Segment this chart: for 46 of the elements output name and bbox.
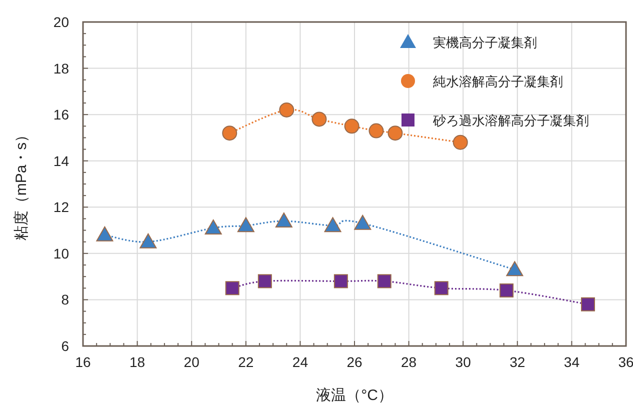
point — [258, 274, 272, 288]
y-tick-label: 20 — [53, 14, 70, 30]
point — [377, 274, 392, 288]
x-tick-label: 32 — [510, 354, 526, 370]
point — [334, 274, 348, 288]
y-tick-label: 10 — [53, 245, 70, 262]
point — [452, 134, 468, 150]
y-tick-label: 16 — [53, 106, 70, 123]
point — [312, 112, 327, 127]
x-tick-label: 24 — [292, 354, 308, 370]
point — [140, 233, 157, 248]
point — [506, 261, 524, 276]
point — [368, 123, 384, 138]
point — [388, 126, 403, 141]
point — [275, 212, 292, 228]
legend-label: 砂ろ過水溶解高分子凝集剤 — [432, 113, 589, 128]
point — [204, 219, 222, 234]
point — [222, 126, 238, 141]
x-tick-label: 26 — [346, 354, 362, 370]
point — [344, 118, 360, 134]
point — [580, 297, 595, 312]
y-axis-title: 粘度（mPa・s） — [13, 127, 30, 241]
y-tick-label: 8 — [61, 292, 70, 308]
x-tick-label: 18 — [130, 354, 146, 370]
point — [237, 217, 254, 232]
y-tick-label: 14 — [53, 152, 70, 169]
legend-label: 純水溶解高分子凝集剤 — [433, 74, 563, 89]
point — [279, 102, 294, 118]
x-tick-label: 20 — [184, 354, 200, 370]
point — [434, 281, 448, 296]
point — [354, 214, 372, 230]
y-tick-label: 12 — [53, 199, 70, 216]
y-tick-label: 6 — [61, 338, 70, 354]
x-tick-label: 16 — [75, 354, 91, 370]
y-tick-label: 18 — [53, 60, 70, 76]
legend-label: 実機高分子凝集剤 — [433, 35, 537, 50]
x-axis-title: 液温（°C） — [316, 387, 393, 404]
x-tick-label: 34 — [564, 354, 580, 370]
point — [225, 281, 240, 296]
point — [324, 217, 342, 232]
x-tick-label: 36 — [618, 354, 633, 370]
x-tick-label: 22 — [238, 354, 254, 370]
point — [96, 226, 114, 242]
x-tick-label: 28 — [401, 354, 417, 370]
x-tick-label: 30 — [455, 354, 472, 370]
point — [500, 283, 514, 298]
